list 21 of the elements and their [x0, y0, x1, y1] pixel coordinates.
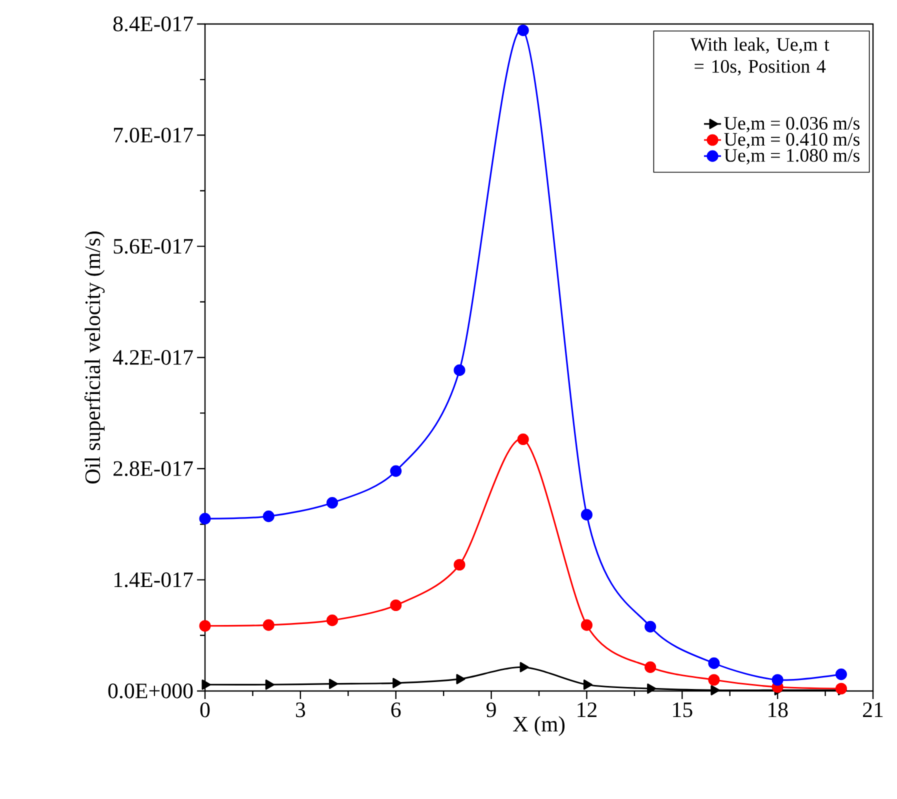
y-tick-label: 0.0E+000	[108, 684, 193, 698]
x-tick-label: 6	[391, 702, 401, 718]
y-tick-label: 8.4E-017	[113, 16, 193, 32]
y-tick-label: 1.4E-017	[114, 572, 193, 588]
x-tick-label: 0	[200, 702, 210, 718]
legend-title: With leak, Ue,m t = 10s, Position 4	[690, 38, 830, 76]
x-tick-label: 18	[768, 702, 788, 718]
y-tick-label: 2.8E-017	[114, 461, 193, 476]
x-tick-label: 9	[486, 702, 496, 718]
x-axis-title: X (m)	[513, 716, 565, 736]
y-tick-label: 7.0E-017	[114, 128, 193, 143]
legend-label: Ue,m = 1.080 m/s	[724, 149, 860, 165]
x-tick-label: 21	[863, 702, 883, 717]
x-tick-label: 15	[673, 702, 692, 718]
y-axis-title: Oil superficial velocity (m/s)	[84, 232, 105, 484]
x-tick-label: 12	[578, 702, 596, 717]
legend-label: Ue,m = 0.036 m/s	[724, 116, 860, 132]
x-tick-label: 3	[296, 702, 306, 718]
legend-label: Ue,m = 0.410 m/s	[724, 132, 860, 148]
y-tick-label: 4.2E-017	[112, 350, 193, 365]
y-tick-label: 5.6E-017	[114, 238, 193, 254]
